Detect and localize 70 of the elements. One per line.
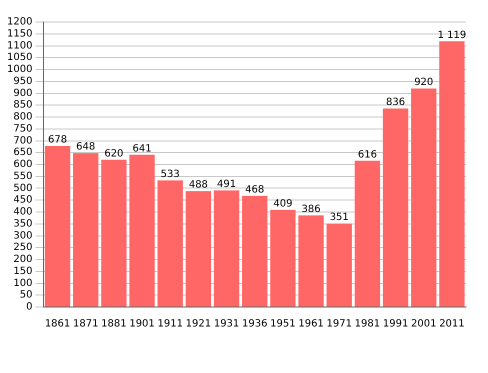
y-tick-label: 750 [13, 123, 32, 134]
x-tick-label: 2011 [439, 318, 465, 330]
y-tick-label: 300 [13, 230, 32, 242]
y-tick-label: 50 [20, 290, 32, 301]
x-tick-label: 2001 [411, 318, 436, 330]
y-tick-label: 200 [13, 254, 32, 266]
y-tick-label: 350 [13, 218, 32, 230]
y-tick-label: 250 [13, 242, 32, 254]
bar [411, 88, 436, 306]
bar [73, 153, 98, 306]
bar [214, 190, 240, 306]
y-tick-label: 150 [13, 266, 32, 277]
data-label: 678 [48, 134, 68, 146]
data-label: 616 [358, 149, 377, 160]
bar [242, 196, 268, 306]
x-tick-label: 1901 [129, 318, 155, 330]
y-tick-label: 1200 [6, 16, 32, 28]
x-tick-label: 1881 [101, 318, 127, 330]
bar [158, 180, 183, 306]
data-label: 620 [104, 148, 124, 160]
data-label: 491 [217, 178, 236, 190]
bar [439, 41, 465, 306]
x-tick-label: 1951 [270, 318, 296, 330]
x-tick-label: 1911 [157, 318, 183, 330]
x-tick-label: 1991 [382, 318, 408, 330]
data-label: 533 [160, 169, 180, 180]
y-tick-label: 1100 [6, 40, 32, 52]
y-tick-label: 400 [13, 206, 32, 218]
bar [326, 224, 352, 306]
bar [44, 146, 70, 306]
bar [129, 154, 155, 306]
y-tick-label: 650 [13, 147, 32, 158]
y-tick-label: 1150 [6, 28, 32, 40]
y-tick-label: 100 [13, 278, 32, 289]
y-tick-label: 800 [13, 112, 32, 123]
y-tick-label: 450 [13, 194, 32, 206]
y-tick-label: 1000 [6, 64, 32, 76]
x-tick-label: 1971 [326, 318, 352, 330]
y-tick-label: 700 [13, 135, 32, 146]
x-tick-label: 1871 [72, 318, 98, 330]
bar [354, 160, 380, 306]
data-label: 1 119 [438, 30, 466, 41]
x-tick-label: 1861 [44, 318, 70, 330]
data-label: 351 [330, 212, 349, 224]
data-label: 488 [188, 180, 208, 191]
y-tick-label: 850 [13, 100, 32, 111]
data-label: 409 [273, 198, 292, 210]
data-label: 920 [414, 77, 434, 88]
bar [186, 191, 212, 306]
data-label: 641 [132, 143, 152, 154]
bar [298, 215, 324, 306]
bar [270, 210, 296, 306]
y-tick-label: 550 [13, 170, 32, 182]
x-tick-label: 1981 [354, 318, 380, 330]
y-tick-label: 900 [13, 88, 32, 99]
data-label: 648 [76, 142, 96, 153]
x-tick-label: 1936 [242, 318, 268, 330]
data-label: 468 [245, 184, 264, 196]
y-tick-label: 500 [13, 182, 32, 194]
y-tick-label: 950 [13, 76, 32, 87]
x-tick-label: 1931 [214, 318, 240, 330]
data-label: 836 [386, 97, 406, 108]
bar [382, 108, 408, 306]
data-label: 386 [302, 204, 321, 215]
y-tick-label: 0 [26, 302, 32, 313]
x-tick-label: 1921 [186, 318, 212, 330]
y-tick-label: 1050 [6, 52, 32, 64]
y-tick-label: 600 [13, 159, 32, 170]
x-tick-label: 1961 [298, 318, 324, 330]
bar [101, 160, 127, 306]
